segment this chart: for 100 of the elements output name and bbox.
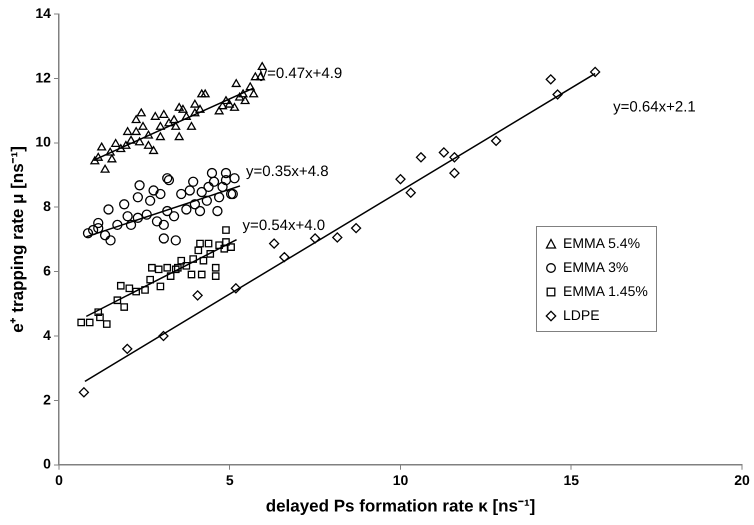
point xyxy=(100,164,110,173)
point xyxy=(395,174,406,184)
point xyxy=(121,140,130,149)
point xyxy=(206,168,218,178)
point xyxy=(126,136,136,144)
point xyxy=(196,240,204,248)
point xyxy=(188,270,196,278)
point xyxy=(188,176,198,187)
series-label: y=0.35x+4.8 xyxy=(246,163,329,180)
legend-label: EMMA 5.4% xyxy=(563,235,640,252)
point xyxy=(149,146,158,154)
y-tick-label: 12 xyxy=(35,69,52,86)
point xyxy=(279,252,290,262)
point xyxy=(235,92,244,101)
point xyxy=(220,168,232,178)
point xyxy=(200,256,208,264)
point xyxy=(170,235,181,246)
point xyxy=(132,115,141,124)
point xyxy=(170,115,179,124)
point xyxy=(204,240,212,248)
point xyxy=(552,89,563,100)
point xyxy=(189,255,198,263)
point xyxy=(78,387,90,398)
x-tick-label: 20 xyxy=(734,472,750,488)
x-tick-label: 5 xyxy=(226,472,234,488)
point xyxy=(107,154,116,162)
point xyxy=(96,313,104,322)
y-axis-title: e⁺ trapping rate μ [ns⁻¹] xyxy=(8,146,27,333)
point xyxy=(332,232,342,243)
point xyxy=(222,226,230,234)
point xyxy=(155,188,166,200)
point xyxy=(190,100,200,108)
point xyxy=(190,108,200,116)
point xyxy=(194,206,206,216)
point xyxy=(590,66,600,78)
point xyxy=(119,199,130,210)
point xyxy=(174,264,182,272)
point xyxy=(198,270,206,278)
point xyxy=(111,138,120,147)
point xyxy=(190,199,200,210)
point xyxy=(172,266,180,274)
legend-label: EMMA 3% xyxy=(563,259,628,276)
point xyxy=(86,318,94,326)
point xyxy=(220,175,232,186)
point xyxy=(350,222,362,234)
point xyxy=(214,192,224,202)
point xyxy=(134,180,145,190)
x-tick-label: 10 xyxy=(392,472,408,488)
point xyxy=(174,132,184,140)
point xyxy=(184,185,195,196)
point xyxy=(148,185,159,196)
point xyxy=(90,156,100,164)
point xyxy=(123,127,132,136)
point xyxy=(135,137,144,146)
point xyxy=(126,220,136,230)
point xyxy=(88,224,98,236)
point xyxy=(132,212,144,223)
point xyxy=(106,148,115,156)
point xyxy=(93,218,104,228)
point xyxy=(132,127,141,136)
point xyxy=(156,282,164,290)
point xyxy=(229,173,240,184)
point xyxy=(138,122,148,130)
point xyxy=(94,152,103,161)
point xyxy=(182,112,191,120)
point xyxy=(120,303,128,311)
point xyxy=(176,188,186,200)
point xyxy=(221,96,231,104)
point xyxy=(214,106,224,114)
point xyxy=(148,264,156,272)
point xyxy=(158,220,169,230)
point xyxy=(146,276,154,284)
y-tick-label: 0 xyxy=(43,456,52,472)
point xyxy=(177,256,186,264)
point xyxy=(197,89,206,98)
point xyxy=(250,72,260,80)
point xyxy=(125,284,134,292)
point xyxy=(166,272,174,280)
point xyxy=(416,152,426,162)
point xyxy=(406,188,416,198)
x-axis-title: delayed Ps formation rate κ [ns⁻¹] xyxy=(266,496,536,516)
point xyxy=(156,122,165,130)
point xyxy=(156,132,165,140)
point xyxy=(136,108,146,116)
point xyxy=(181,204,192,215)
text: y=0.64x+2.1 xyxy=(613,98,696,116)
point xyxy=(246,82,255,90)
point xyxy=(490,136,502,146)
point xyxy=(196,186,207,198)
point xyxy=(82,228,94,238)
point xyxy=(132,192,144,202)
point xyxy=(206,250,214,258)
point xyxy=(164,118,174,126)
point xyxy=(218,101,228,110)
point xyxy=(100,230,110,240)
point xyxy=(171,122,180,130)
point xyxy=(163,264,172,272)
point xyxy=(227,243,235,251)
point xyxy=(217,182,228,192)
y-tick-label: 14 xyxy=(35,4,52,21)
